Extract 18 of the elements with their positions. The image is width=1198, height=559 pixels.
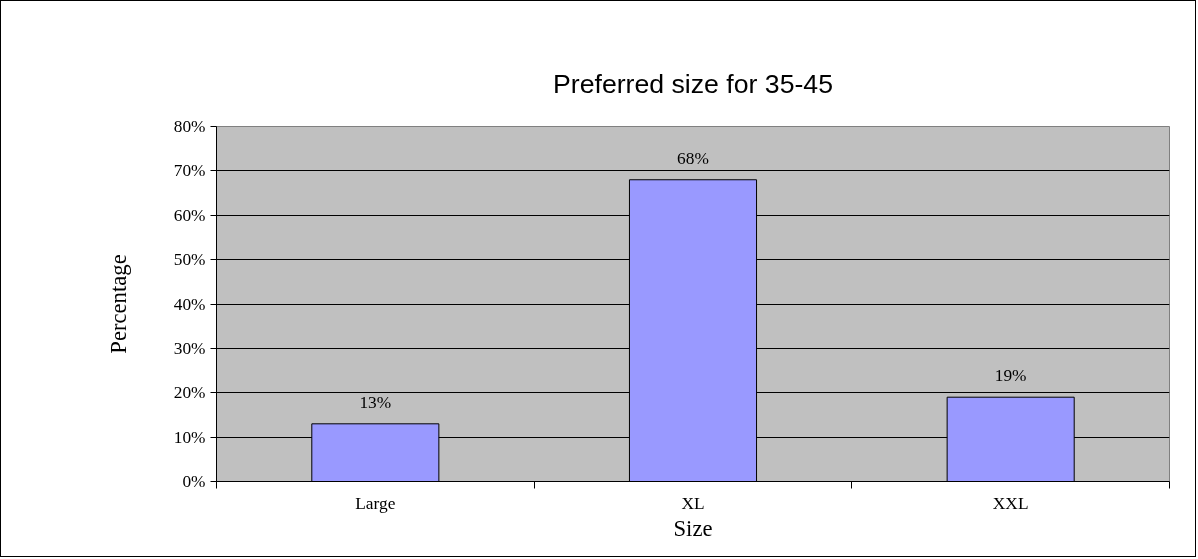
data-label: 13% [359,392,392,412]
y-tick-label: 40% [173,294,206,314]
x-tick-label: XXL [992,493,1029,513]
x-axis-title: Size [673,515,713,541]
y-tick-label: 0% [182,472,206,491]
y-tick-label: 30% [173,338,206,358]
x-tick-label: Large [355,493,396,513]
y-tick-label: 50% [173,250,206,270]
data-label: 19% [994,366,1027,386]
y-tick-label: 70% [173,161,206,181]
chart-title: Preferred size for 35-45 [552,69,834,99]
y-axis-title: Percentage [105,254,131,354]
y-tick-label: 10% [173,427,206,447]
y-tick-label: 20% [173,383,206,403]
data-label: 68% [677,148,709,168]
y-tick-label: 60% [173,205,206,225]
y-tick-label: 80% [173,117,206,136]
x-tick-label: XL [681,493,705,513]
